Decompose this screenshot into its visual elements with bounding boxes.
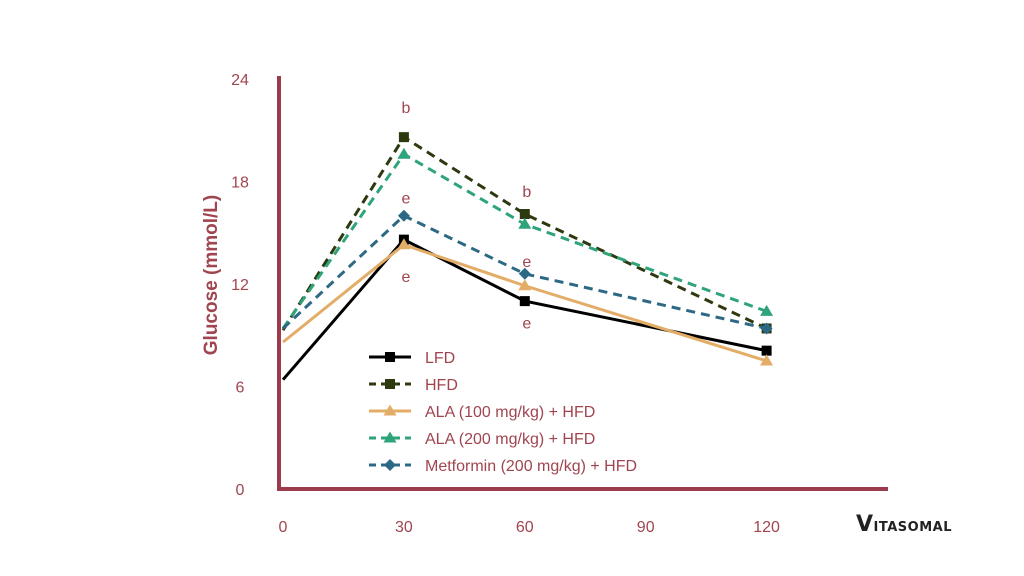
y-tick-6: 6 bbox=[236, 380, 245, 397]
legend: LFD HFD ALA (100 mg/kg) + HFD ALA (200 mg/k… bbox=[369, 350, 637, 475]
series-3-point-1 bbox=[397, 147, 411, 159]
series-4-point-2 bbox=[518, 267, 531, 280]
annotation-4: e bbox=[522, 254, 531, 271]
legend-marker-2 bbox=[383, 404, 397, 416]
y-tick-12: 12 bbox=[231, 277, 249, 294]
legend-label-0: LFD bbox=[425, 350, 455, 367]
legend-label-4: Metformin (200 mg/kg) + HFD bbox=[425, 458, 637, 475]
brand-initial: V bbox=[856, 512, 874, 537]
y-tick-0: 0 bbox=[236, 482, 245, 499]
series-3-point-2 bbox=[518, 217, 532, 229]
series-3-point-3 bbox=[760, 304, 774, 316]
series-4-point-1 bbox=[397, 209, 410, 222]
legend-item-2: ALA (100 mg/kg) + HFD bbox=[369, 404, 595, 421]
y-axis-label: Glucose (mmol/L) bbox=[201, 195, 222, 355]
legend-item-0: LFD bbox=[369, 350, 455, 367]
legend-item-3: ALA (200 mg/kg) + HFD bbox=[369, 431, 595, 448]
legend-label-3: ALA (200 mg/kg) + HFD bbox=[425, 431, 595, 448]
x-tick-0: 0 bbox=[279, 519, 288, 536]
series-1-point-1 bbox=[398, 132, 409, 143]
annotation-2: e bbox=[401, 269, 410, 286]
series-line-4 bbox=[281, 213, 767, 330]
legend-marker-4 bbox=[384, 459, 396, 471]
series-2-point-2 bbox=[518, 279, 532, 291]
x-tick-90: 90 bbox=[637, 519, 655, 536]
y-tick-labels: 0 6 12 18 24 bbox=[231, 72, 249, 499]
series-line-3 bbox=[281, 152, 768, 330]
series-0-point-3 bbox=[761, 345, 772, 356]
series-1-point-2 bbox=[519, 209, 530, 220]
brand-rest: itasomal bbox=[873, 515, 952, 536]
series-2 bbox=[282, 238, 774, 366]
legend-label-1: HFD bbox=[425, 377, 458, 394]
series-line-0 bbox=[281, 237, 767, 381]
annotation-3: b bbox=[522, 184, 531, 201]
series-4-point-3 bbox=[760, 322, 773, 335]
series-line-2 bbox=[282, 243, 768, 363]
x-tick-120: 120 bbox=[753, 519, 780, 536]
series-2-point-3 bbox=[760, 354, 774, 366]
series-0-point-2 bbox=[519, 296, 530, 307]
x-tick-30: 30 bbox=[395, 519, 413, 536]
y-tick-24: 24 bbox=[231, 72, 249, 89]
legend-marker-1 bbox=[385, 379, 395, 389]
brand-logo: Vitasomal bbox=[856, 512, 952, 537]
series-line-1 bbox=[281, 135, 768, 331]
x-tick-60: 60 bbox=[516, 519, 534, 536]
legend-item-4: Metformin (200 mg/kg) + HFD bbox=[369, 458, 637, 475]
annotations: b e e b e e bbox=[401, 100, 531, 332]
series-4 bbox=[281, 209, 773, 335]
legend-marker-3 bbox=[383, 431, 397, 443]
legend-item-1: HFD bbox=[369, 377, 458, 394]
annotation-0: b bbox=[401, 100, 410, 117]
annotation-1: e bbox=[401, 191, 410, 208]
annotation-5: e bbox=[522, 315, 531, 332]
series-group bbox=[281, 132, 774, 381]
y-tick-18: 18 bbox=[231, 175, 249, 192]
legend-label-2: ALA (100 mg/kg) + HFD bbox=[425, 404, 595, 421]
legend-marker-0 bbox=[385, 352, 395, 362]
x-tick-labels: 0 30 60 90 120 bbox=[279, 519, 780, 536]
series-3 bbox=[281, 147, 774, 330]
series-2-point-1 bbox=[397, 238, 411, 250]
